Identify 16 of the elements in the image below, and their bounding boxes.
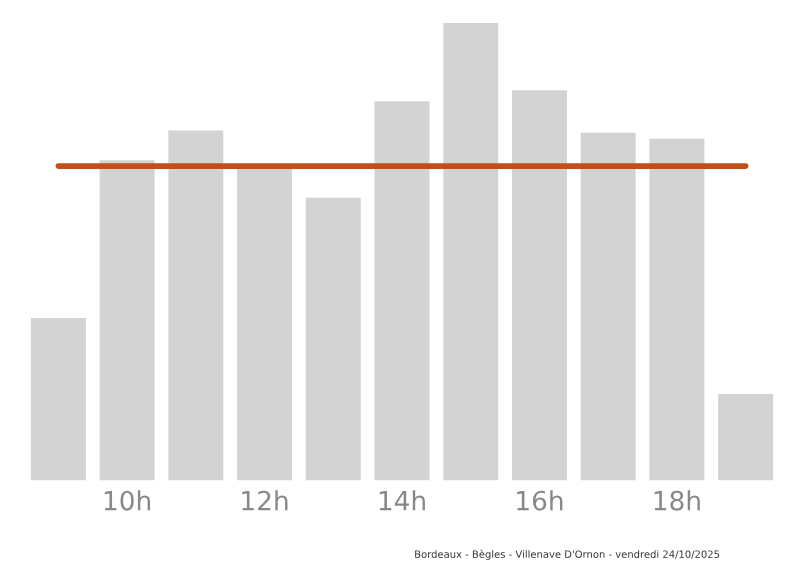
bar [511,90,567,481]
x-tick-label: 14h [379,490,425,511]
x-tick-label: 18h [654,490,700,511]
bar [649,138,705,481]
bar [30,318,86,481]
bar [99,160,155,481]
bar [168,130,224,481]
x-tick-label: 12h [242,490,288,511]
bar [443,22,499,481]
bar [305,197,361,481]
bar [580,132,636,481]
x-tick-label: 16h [517,490,563,511]
bar [237,168,293,481]
bar [374,101,430,481]
x-tick-label: 10h [104,490,150,511]
bar [718,393,774,481]
